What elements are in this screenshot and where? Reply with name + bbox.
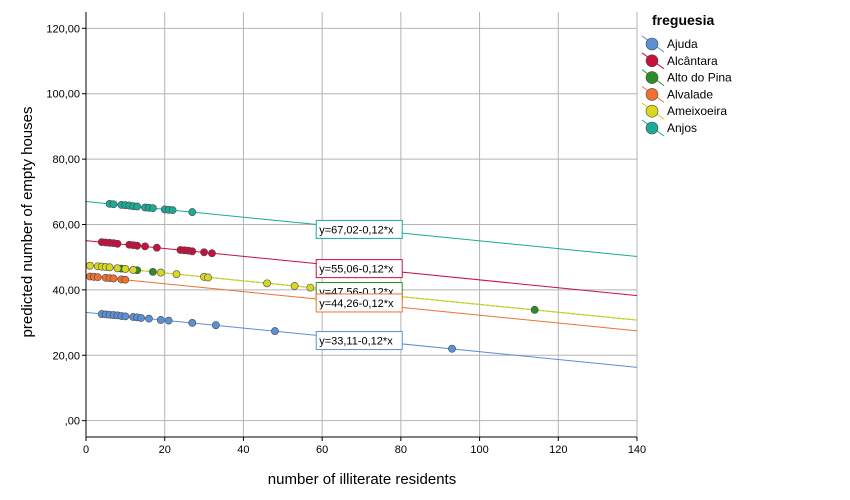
point-5-9 xyxy=(149,204,157,213)
legend: freguesia Ajuda Alcântara Alto do Pina Alva… xyxy=(641,12,732,137)
legend-label-2: Alto do Pina xyxy=(667,71,732,85)
point-0-14 xyxy=(211,321,220,330)
point-0-10 xyxy=(145,314,153,323)
data-points xyxy=(86,200,539,353)
legend-marker-4 xyxy=(645,104,659,118)
x-axis-title: number of illiterate residents xyxy=(268,471,456,488)
equation-box-5 xyxy=(315,219,403,239)
point-4-14 xyxy=(306,283,315,292)
point-1-8 xyxy=(141,242,149,251)
equation-labels: y=33,11-0,12*xy=55,06-0,12*xy=47,56-0,12… xyxy=(315,219,403,351)
equation-label-1: y=55,06-0,12*x xyxy=(319,264,394,276)
legend-marker-5 xyxy=(645,121,659,135)
x-tick-label-5: 100 xyxy=(470,444,488,456)
point-5-1 xyxy=(109,200,118,209)
point-4-12 xyxy=(263,279,271,288)
point-0-11 xyxy=(156,316,165,324)
point-1-13 xyxy=(188,247,197,256)
equation-label-0: y=33,11-0,12*x xyxy=(319,336,393,348)
y-ticks: ,00 20,00 40,00 60,00 80,00 100,00 120,00 xyxy=(46,23,86,428)
point-0-16 xyxy=(448,344,456,353)
y-tick-label-1: 20,00 xyxy=(52,350,80,362)
legend-marker-3 xyxy=(645,88,659,101)
point-4-13 xyxy=(290,282,299,290)
point-3-2 xyxy=(93,273,102,282)
point-5-12 xyxy=(168,206,177,215)
x-tick-label-7: 140 xyxy=(628,444,646,456)
point-1-9 xyxy=(152,243,161,252)
point-5-6 xyxy=(133,202,142,211)
point-4-9 xyxy=(172,270,181,279)
point-2-2 xyxy=(149,268,157,276)
point-1-14 xyxy=(200,248,208,257)
point-0-15 xyxy=(271,327,279,335)
point-3-7 xyxy=(121,275,130,284)
point-1-15 xyxy=(208,249,216,258)
y-tick-label-3: 60,00 xyxy=(52,220,80,232)
point-1-7 xyxy=(133,241,142,250)
legend-label-4: Ameixoeira xyxy=(667,104,727,118)
equation-box-1 xyxy=(315,259,403,279)
y-tick-label-2: 40,00 xyxy=(52,285,80,297)
legend-label-5: Anjos xyxy=(667,121,697,135)
point-4-11 xyxy=(204,273,212,282)
legend-marker-0 xyxy=(645,37,659,51)
point-4-4 xyxy=(105,263,114,272)
y-tick-label-0: ,00 xyxy=(65,416,80,428)
point-1-4 xyxy=(113,239,122,248)
legend-label-0: Ajuda xyxy=(667,37,698,51)
x-tick-label-1: 20 xyxy=(159,444,171,456)
legend-label-1: Alcântara xyxy=(667,54,718,68)
equation-box-3 xyxy=(315,293,403,313)
point-4-5 xyxy=(113,264,122,273)
legend-label-3: Alvalade xyxy=(667,87,713,101)
point-0-12 xyxy=(164,316,173,325)
equation-label-3: y=44,26-0,12*x xyxy=(319,298,394,310)
point-0-13 xyxy=(188,319,197,327)
legend-marker-1 xyxy=(645,54,659,68)
x-tick-label-4: 80 xyxy=(395,444,407,456)
point-5-13 xyxy=(188,208,197,216)
point-2-3 xyxy=(530,305,539,314)
point-4-0 xyxy=(86,261,94,270)
equation-label-5: y=67,02-0,12*x xyxy=(319,224,394,236)
point-4-7 xyxy=(129,266,138,274)
x-ticks: 0 20 40 60 80 100 120 140 xyxy=(83,437,646,456)
equation-box-0 xyxy=(315,331,403,351)
y-tick-label-4: 80,00 xyxy=(52,154,80,166)
legend-title: freguesia xyxy=(652,12,714,28)
y-tick-label-6: 120,00 xyxy=(46,23,80,35)
point-0-6 xyxy=(121,312,130,321)
point-0-9 xyxy=(137,314,145,322)
legend-marker-2 xyxy=(645,71,659,84)
point-4-6 xyxy=(121,265,130,273)
point-3-5 xyxy=(109,274,118,283)
point-4-8 xyxy=(156,268,165,277)
y-tick-label-5: 100,00 xyxy=(46,89,80,101)
x-tick-label-2: 40 xyxy=(237,444,249,456)
x-tick-label-0: 0 xyxy=(83,444,89,456)
x-tick-label-6: 120 xyxy=(549,444,567,456)
x-tick-label-3: 60 xyxy=(316,444,328,456)
y-axis-title: predicted number of empty houses xyxy=(19,107,36,338)
